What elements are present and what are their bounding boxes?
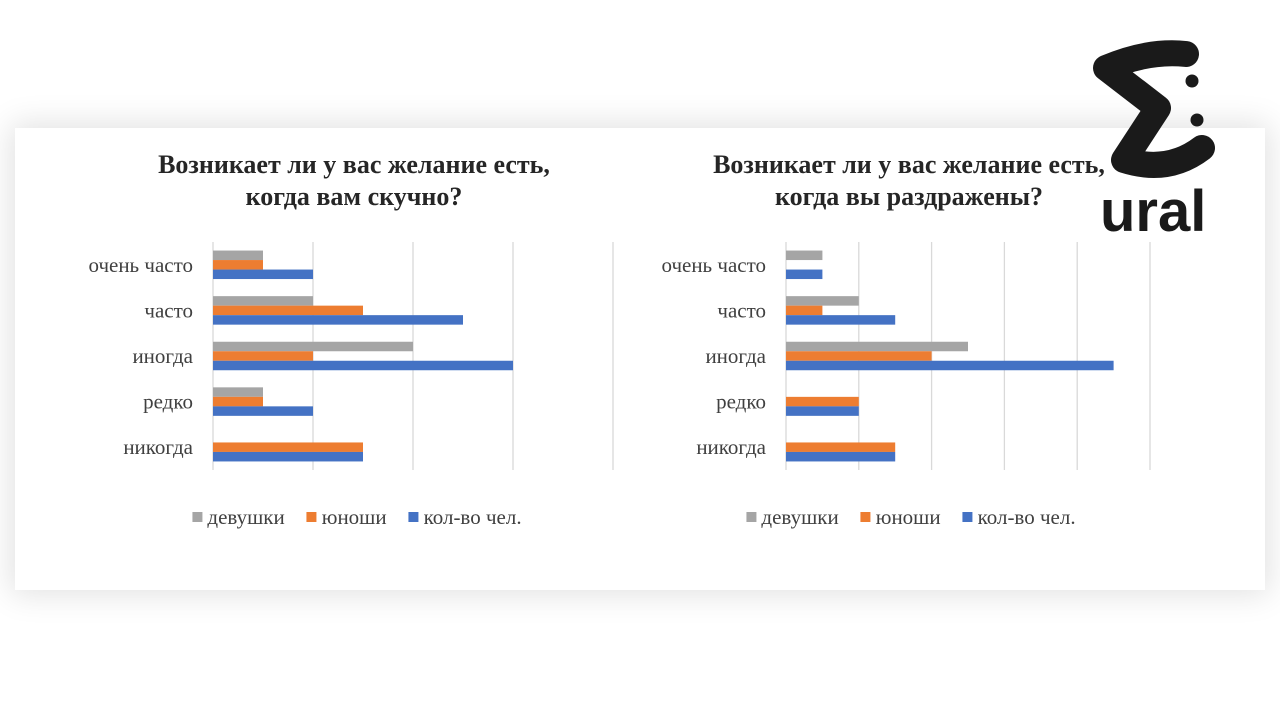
bar-boys — [786, 351, 932, 361]
legend: девушки юноши кол-во чел. — [192, 505, 522, 529]
bar-girls — [213, 296, 313, 306]
bar-boys — [786, 442, 896, 452]
legend-item-girls: девушки — [192, 505, 285, 529]
bar-boys — [786, 396, 859, 407]
bar-total — [786, 451, 896, 462]
bar-total — [213, 269, 313, 280]
legend-item-total: кол-во чел. — [408, 505, 522, 529]
bar-girls — [786, 250, 823, 261]
bar-total — [213, 315, 463, 325]
category-label: никогда — [696, 435, 766, 459]
chart-when-irritated: очень часто часто иногда редко никогда Возни… — [630, 140, 1230, 570]
legend-label-boys: юноши — [875, 505, 941, 529]
bar-boys — [786, 305, 823, 316]
logo-eye-dot — [1190, 113, 1204, 127]
legend-label-total: кол-во чел. — [423, 505, 522, 529]
category-label: редко — [716, 390, 766, 414]
bar-chart-plot: очень часто часто иногда редко никогда — [661, 242, 1151, 470]
bar-girls — [213, 387, 263, 397]
bar-total — [786, 315, 896, 325]
bar-girls — [213, 341, 413, 352]
bar-total — [786, 406, 859, 416]
legend-swatch-total — [962, 512, 973, 522]
bar-girls — [786, 341, 968, 352]
bar-boys — [213, 351, 313, 361]
logo-sigma-shape — [1093, 40, 1215, 178]
bar-boys — [213, 396, 263, 407]
category-label: иногда — [705, 344, 766, 368]
legend-swatch-boys — [860, 512, 871, 522]
bar-total — [213, 406, 313, 416]
legend: девушки юноши кол-во чел. — [746, 505, 1076, 529]
legend-swatch-girls — [746, 512, 757, 522]
legend-item-girls: девушки — [746, 505, 839, 529]
bar-boys — [213, 305, 363, 316]
bar-total — [786, 269, 823, 280]
ural-logo-icon — [1093, 40, 1215, 178]
category-label: никогда — [123, 435, 193, 459]
bar-total — [786, 360, 1114, 371]
bar-girls — [213, 250, 263, 261]
category-label: очень часто — [661, 253, 766, 277]
chart-title: Возникает ли у вас желание есть, когда в… — [713, 150, 1105, 211]
legend-label-girls: девушки — [761, 505, 839, 529]
category-label: часто — [144, 298, 193, 322]
legend-swatch-girls — [192, 512, 203, 522]
legend-label-girls: девушки — [207, 505, 285, 529]
legend-item-boys: юноши — [860, 505, 941, 529]
figure-card: очень часто часто иногда редко никогда Возни… — [15, 128, 1265, 590]
bar-boys — [213, 260, 263, 270]
legend-swatch-total — [408, 512, 419, 522]
legend-item-total: кол-во чел. — [962, 505, 1076, 529]
legend-label-total: кол-во чел. — [977, 505, 1076, 529]
legend-swatch-boys — [306, 512, 317, 522]
category-label: иногда — [132, 344, 193, 368]
bar-girls — [786, 296, 859, 306]
chart-title: Возникает ли у вас желание есть, когда в… — [158, 150, 550, 211]
logo-wordmark: ural — [1100, 179, 1207, 244]
category-label: редко — [143, 390, 193, 414]
legend-item-boys: юноши — [306, 505, 387, 529]
bar-total — [213, 451, 363, 462]
category-label: часто — [717, 298, 766, 322]
chart-when-bored: очень часто часто иногда редко никогда Возни… — [40, 140, 640, 570]
bar-chart-plot: очень часто часто иногда редко никогда — [88, 242, 614, 470]
bar-boys — [213, 442, 363, 452]
bar-total — [213, 360, 513, 371]
logo-eye-dot — [1185, 74, 1199, 88]
category-label: очень часто — [88, 253, 193, 277]
legend-label-boys: юноши — [321, 505, 387, 529]
